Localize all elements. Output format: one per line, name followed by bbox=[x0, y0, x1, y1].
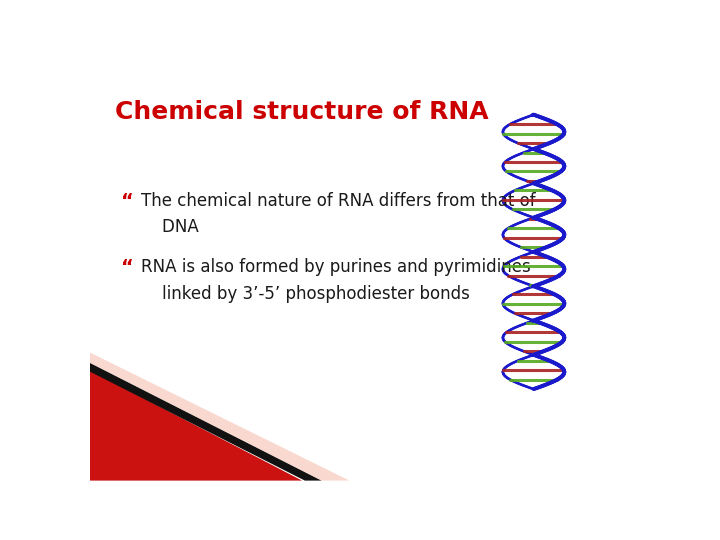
Polygon shape bbox=[90, 370, 302, 481]
Text: “: “ bbox=[121, 192, 133, 211]
Text: The chemical nature of RNA differs from that of
    DNA: The chemical nature of RNA differs from … bbox=[141, 192, 536, 236]
Text: RNA is also formed by purines and pyrimidines
    linked by 3’-5’ phosphodiester: RNA is also formed by purines and pyrimi… bbox=[141, 258, 531, 302]
Text: Chemical structure of RNA: Chemical structure of RNA bbox=[115, 100, 489, 124]
Text: “: “ bbox=[121, 258, 133, 277]
Polygon shape bbox=[90, 363, 322, 481]
Polygon shape bbox=[90, 353, 349, 481]
